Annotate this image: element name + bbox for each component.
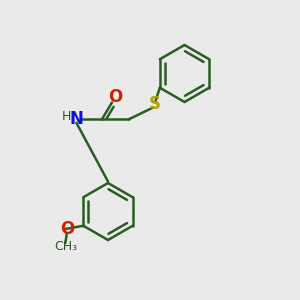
Text: N: N — [70, 110, 83, 128]
Text: O: O — [108, 88, 122, 106]
Text: O: O — [60, 220, 74, 238]
Text: H: H — [62, 110, 71, 123]
Text: S: S — [148, 95, 160, 113]
Text: CH₃: CH₃ — [54, 240, 77, 253]
